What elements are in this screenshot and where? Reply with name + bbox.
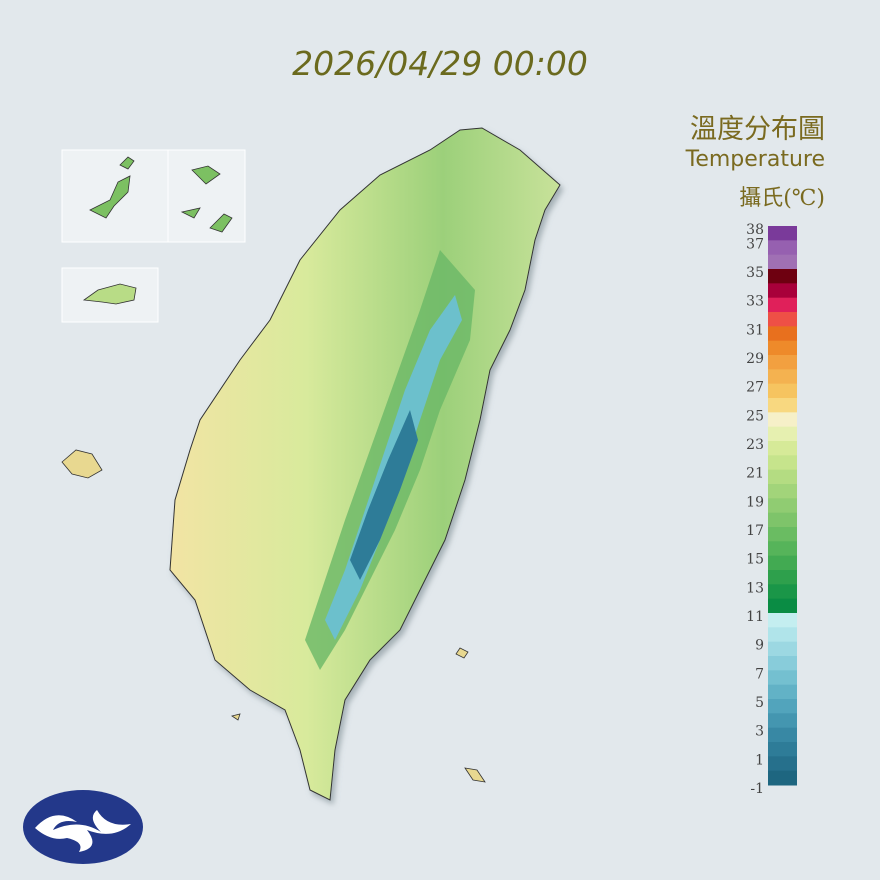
legend-label: 21: [746, 466, 764, 482]
mountain-peak: [350, 410, 418, 580]
legend-swatch: [768, 770, 797, 786]
legend-swatch: [768, 312, 797, 327]
legend-swatch: [768, 297, 797, 313]
legend-label: 5: [755, 695, 764, 711]
legend-label: 1: [755, 752, 764, 768]
legend-label: 23: [746, 437, 764, 453]
legend-label: 9: [755, 638, 764, 654]
legend-label: 19: [746, 494, 764, 510]
legend-swatch: [768, 756, 797, 772]
legend-swatch: [768, 240, 797, 256]
inset-islands: [82, 283, 137, 305]
legend-swatch: [768, 541, 797, 557]
legend-swatch: [768, 412, 797, 428]
legend-label: 15: [746, 552, 764, 568]
legend-label: 37: [746, 236, 764, 252]
timestamp: 2026/04/29 00:00: [292, 44, 588, 83]
legend-swatch: [768, 326, 797, 342]
legend-label: 13: [746, 580, 764, 596]
legend-swatch: [768, 699, 797, 714]
legend-label: 11: [746, 609, 764, 625]
legend-swatch: [768, 727, 797, 743]
legend-swatch: [768, 656, 797, 671]
legend-swatch: [768, 455, 797, 471]
legend-label: 27: [746, 380, 764, 396]
legend-title: 溫度分布圖: [690, 114, 825, 145]
legend-swatch: [768, 383, 797, 399]
penghu: [61, 449, 103, 479]
legend-swatch: [768, 498, 797, 514]
legend-label: 25: [746, 408, 764, 424]
legend-label: 7: [755, 666, 764, 682]
legend-label: -1: [750, 781, 764, 797]
legend-label: 31: [746, 322, 764, 338]
legend-label: 3: [755, 724, 764, 740]
legend-swatch: [768, 426, 797, 442]
legend-swatch: [768, 555, 797, 571]
legend-swatch: [768, 684, 797, 700]
legend-unit: 攝氏(℃): [739, 186, 825, 211]
legend-swatch: [768, 340, 797, 356]
legend-swatch: [768, 283, 797, 299]
legend-swatch: [768, 441, 797, 456]
legend-label: 35: [746, 265, 764, 281]
legend-swatch: [768, 598, 797, 614]
legend-swatch: [768, 670, 797, 686]
legend-label: 29: [746, 351, 764, 367]
legend-swatch: [768, 627, 797, 643]
legend-swatch: [768, 226, 797, 241]
logo-swirl: [35, 810, 131, 852]
legend-swatch: [768, 254, 797, 270]
legend-swatch: [768, 269, 797, 284]
legend-swatch: [768, 484, 797, 499]
legend-swatch: [768, 570, 797, 585]
legend-swatch: [768, 527, 797, 542]
inset-islands: [89, 156, 233, 233]
legend-swatch: [768, 613, 797, 628]
legend-swatch: [768, 398, 797, 413]
legend-swatch: [768, 355, 797, 370]
legend-label: 33: [746, 294, 764, 310]
legend-label: 38: [746, 222, 764, 238]
legend-swatch: [768, 584, 797, 600]
legend-swatch: [768, 742, 797, 757]
legend-label: 17: [746, 523, 764, 539]
legend-subtitle: Temperature: [685, 147, 825, 172]
legend-swatch: [768, 469, 797, 485]
legend-swatch: [768, 369, 797, 385]
legend-swatch: [768, 512, 797, 528]
legend-swatch: [768, 641, 797, 657]
small-islands: [231, 647, 486, 783]
legend-swatch: [768, 713, 797, 729]
